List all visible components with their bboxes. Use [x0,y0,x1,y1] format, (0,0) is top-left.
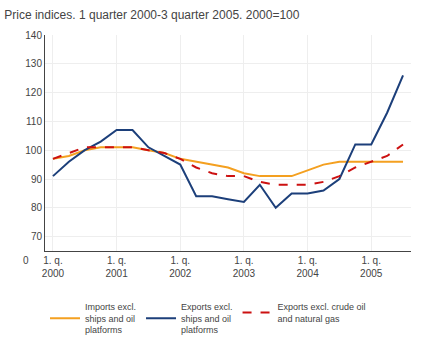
svg-text:1. q.2005: 1. q.2005 [360,255,383,279]
svg-text:Price indices. 1 quarter 2000-: Price indices. 1 quarter 2000-3 quarter … [4,8,300,22]
svg-text:Exports excl. crude oiland nat: Exports excl. crude oiland natural gas [278,302,366,324]
svg-text:0: 0 [23,255,29,266]
svg-text:100: 100 [25,145,42,156]
svg-text:70: 70 [31,231,43,242]
svg-text:140: 140 [25,30,42,41]
svg-text:80: 80 [31,202,43,213]
svg-text:Exports excl.ships and oilplat: Exports excl.ships and oilplatforms [181,302,233,335]
svg-text:130: 130 [25,58,42,69]
svg-text:120: 120 [25,87,42,98]
svg-text:90: 90 [31,174,43,185]
svg-text:Imports excl.ships and oilplat: Imports excl.ships and oilplatforms [85,302,136,335]
svg-text:1. q.2000: 1. q.2000 [42,255,65,279]
svg-text:1. q.2003: 1. q.2003 [233,255,256,279]
svg-text:1. q.2004: 1. q.2004 [296,255,319,279]
svg-text:1. q.2002: 1. q.2002 [169,255,192,279]
svg-text:1. q.2001: 1. q.2001 [105,255,128,279]
svg-text:110: 110 [26,116,42,127]
